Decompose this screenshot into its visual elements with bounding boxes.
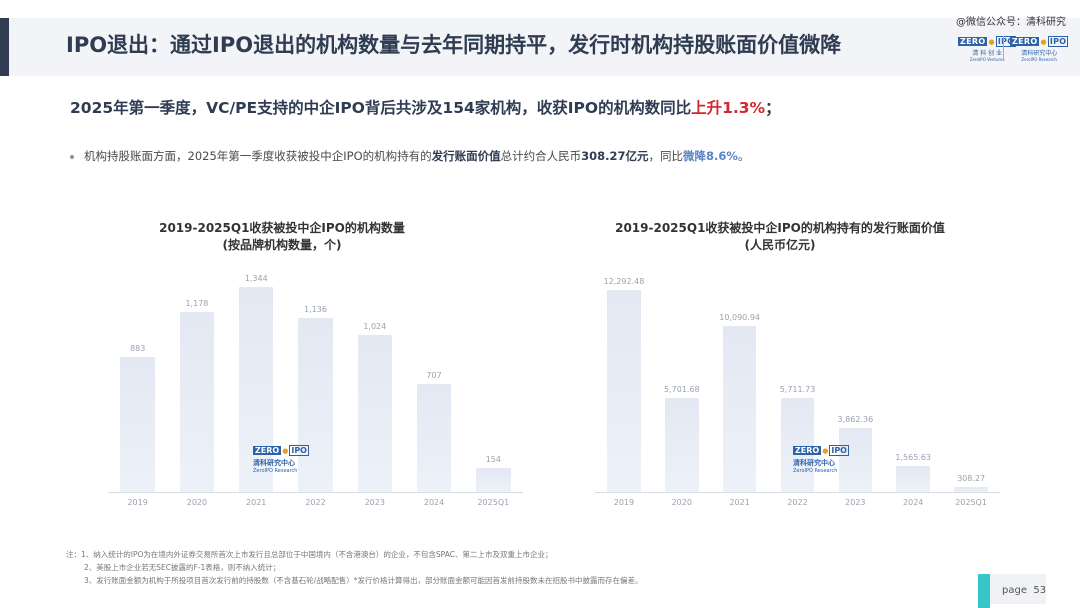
- chart-1-x-tick-label: 2024: [423, 498, 445, 507]
- chart-2-bar-2021: [722, 325, 757, 492]
- chart-2-bar-2019: [607, 289, 641, 492]
- chart-2-bar-2023: [838, 428, 873, 492]
- footnote-1: 注：1、纳入统计的IPO为在境内外证券交易所首次上市发行且总部位于中国境内（不含…: [66, 550, 553, 559]
- chart-2-x-tick-label: 2019: [613, 498, 635, 507]
- chart-1-baseline: [108, 492, 523, 493]
- chart-1-x-tick-label: 2023: [364, 498, 385, 507]
- chart-2-bar-2020: [665, 398, 699, 492]
- chart-1-title: 2019-2025Q1收获被投中企IPO的机构数量 (按品牌机构数量，个): [159, 221, 405, 252]
- chart-2-bar-2025q1: [954, 486, 988, 492]
- chart-2-x-tick-label: 2025Q1: [955, 498, 987, 507]
- zeroipo-ventures-logo: ZERO ● IPO 清 科 创 业 ZeroIPO Ventures: [958, 36, 1017, 62]
- chart-1-x-tick-label: 2025Q1: [477, 498, 510, 507]
- chart-1-data-label: 1,024: [363, 322, 387, 332]
- chart-2-data-label: 10,090.94: [719, 312, 760, 322]
- chart-1-x-tick-label: 2019: [127, 498, 148, 507]
- chart-2-bar-2024: [896, 466, 930, 492]
- chart-2-x-tick-label: 2023: [845, 498, 866, 507]
- chart-2-x-tick-label: 2024: [903, 498, 924, 507]
- title-banner: [9, 18, 1080, 76]
- chart-2-data-label: 1,565.63: [895, 453, 932, 463]
- headline-highlight: 上升1.3%: [691, 99, 766, 117]
- chart-1-bars: 883 2019 1,178 2020 1,344 2021 1,136 2022 1,024 2…: [108, 260, 523, 520]
- chart-1-bar-2019: [120, 357, 155, 492]
- chart-2-data-label: 5,711.73: [779, 384, 816, 394]
- chart-2-x-tick-label: 2021: [729, 498, 750, 507]
- page-accent-bar: [978, 574, 990, 608]
- chart-1-bar-2023: [357, 335, 392, 492]
- chart-2-baseline: [595, 492, 1000, 493]
- footnote-3: 3、发行账面金额为机构于所投项目首次发行前的持股数（不含基石轮/战略配售）*发行…: [84, 576, 643, 585]
- chart-2-bars: 12,292.48 2019 5,701.68 2020 10,090.94 2021 5,…: [595, 260, 1000, 520]
- chart-2-data-label: 3,862.36: [837, 415, 874, 425]
- chart-1-x-tick-label: 2021: [246, 498, 267, 507]
- bullet-dot-icon: [70, 154, 74, 159]
- chart-2-watermark-logo: ZERO ● IPO 清科研究中心 ZeroIPO Research: [793, 445, 849, 474]
- headline: 2025年第一季度，VC/PE支持的中企IPO背后共涉及154家机构，收获IPO…: [70, 99, 781, 117]
- chart-1-data-label: 1,136: [304, 305, 327, 315]
- chart-2-x-tick-label: 2022: [787, 498, 808, 507]
- watermark: @微信公众号：清科研究: [956, 17, 1066, 28]
- chart-1-data-label: 154: [485, 455, 501, 465]
- chart-1-bar-2020: [179, 311, 215, 492]
- footnote-2: 2、美股上市企业若无SEC披露的F-1表格，则不纳入统计；: [84, 563, 281, 572]
- chart-2-x-tick-label: 2020: [671, 498, 692, 507]
- chart-1-watermark-logo: ZERO ● IPO 清科研究中心 ZeroIPO Research: [253, 445, 309, 474]
- chart-1-x-tick-label: 2020: [186, 498, 208, 507]
- chart-2-title: 2019-2025Q1收获被投中企IPO的机构持有的发行账面价值 (人民币亿元): [615, 221, 945, 252]
- chart-1-data-label: 883: [130, 344, 146, 354]
- footnotes: 注：1、纳入统计的IPO为在境内外证券交易所首次上市发行且总部位于中国境内（不含…: [66, 548, 643, 587]
- bullet-point: 机构持股账面方面，2025年第一季度收获被投中企IPO的机构持有的发行账面价值总…: [70, 148, 749, 164]
- title-accent-bar: [0, 18, 9, 76]
- chart-2-bar-2022: [780, 397, 815, 492]
- zeroipo-research-logo: ZERO ● IPO 清科研究中心 ZeroIPO Research: [1010, 36, 1069, 62]
- chart-2-data-label: 12,292.48: [603, 276, 645, 286]
- chart-1-bar-2025q1: [476, 468, 511, 492]
- chart-2-data-label: 5,701.68: [663, 385, 700, 395]
- chart-1-bar-2021: [239, 286, 274, 492]
- chart-1-data-label: 1,344: [244, 273, 268, 283]
- chart-1-x-tick-label: 2022: [305, 498, 326, 507]
- chart-2-data-label: 308.27: [957, 473, 986, 483]
- chart-1-data-label: 1,178: [185, 298, 209, 308]
- chart-1-bar-2022: [298, 318, 333, 492]
- page-number: page 53: [1002, 585, 1047, 596]
- logo-divider: [1003, 36, 1004, 60]
- chart-1-data-label: 707: [426, 370, 442, 380]
- chart-1-bar-2024: [416, 383, 452, 492]
- page-title: IPO退出：通过IPO退出的机构数量与去年同期持平，发行时机构持股账面价值微降: [66, 33, 842, 57]
